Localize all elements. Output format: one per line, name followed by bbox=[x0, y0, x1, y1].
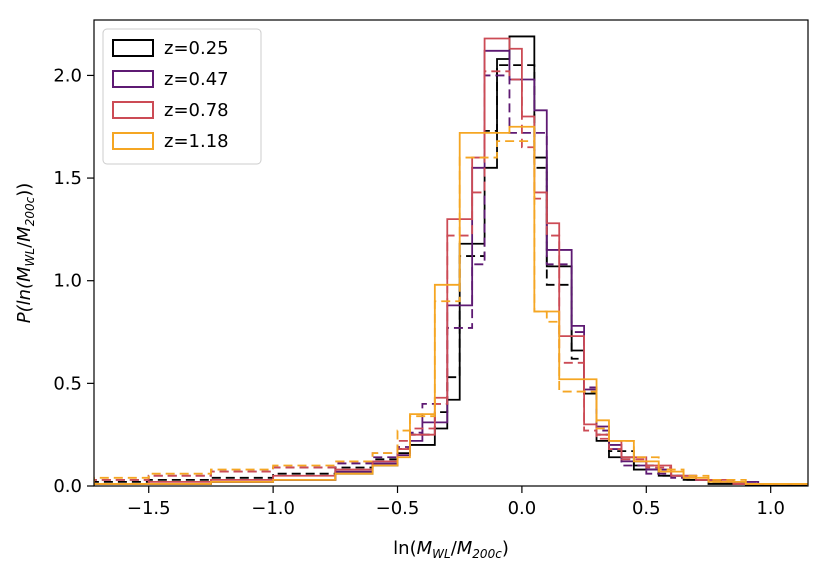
legend-label: z=0.25 bbox=[164, 38, 229, 59]
legend-swatch bbox=[112, 39, 154, 57]
legend-swatch bbox=[112, 70, 154, 88]
legend-box bbox=[102, 28, 262, 165]
x-tick-label: −1.0 bbox=[251, 498, 295, 519]
legend-swatch bbox=[112, 101, 154, 119]
legend: z=0.25 z=0.47 z=0.78 z=1.18 bbox=[102, 28, 262, 165]
y-tick-label: 0.5 bbox=[53, 373, 82, 394]
axes-layer: −1.5 −1.0 −0.5 0.0 0.5 1.0 0.0 0.5 1.0 1.5 2.0 bbox=[53, 65, 785, 519]
x-tick-label: −1.5 bbox=[127, 498, 171, 519]
plot-frame bbox=[93, 19, 809, 487]
legend-entry: z=0.25 bbox=[112, 38, 229, 59]
y-tick-label: 0.0 bbox=[53, 476, 82, 497]
y-axis-label: P(ln(MWL/M200c)) bbox=[14, 183, 37, 324]
series-layer bbox=[94, 35, 808, 486]
x-tick-label: 1.0 bbox=[756, 498, 785, 519]
x-axis-label: ln(MWL/M200c) bbox=[393, 538, 509, 561]
legend-label: z=0.78 bbox=[164, 100, 229, 121]
legend-swatch bbox=[112, 132, 154, 150]
y-tick-label: 1.0 bbox=[53, 271, 82, 292]
x-tick-label: −0.5 bbox=[376, 498, 420, 519]
y-tick-label: 1.5 bbox=[53, 168, 82, 189]
x-tick-label: 0.5 bbox=[632, 498, 661, 519]
legend-entry: z=0.47 bbox=[112, 69, 229, 90]
legend-entry: z=0.78 bbox=[112, 100, 229, 121]
legend-entry: z=1.18 bbox=[112, 131, 229, 152]
legend-label: z=0.47 bbox=[164, 69, 229, 90]
legend-label: z=1.18 bbox=[164, 131, 229, 152]
y-tick-label: 2.0 bbox=[53, 65, 82, 86]
x-tick-label: 0.0 bbox=[508, 498, 537, 519]
series-solid-z-1-18 bbox=[94, 125, 808, 486]
